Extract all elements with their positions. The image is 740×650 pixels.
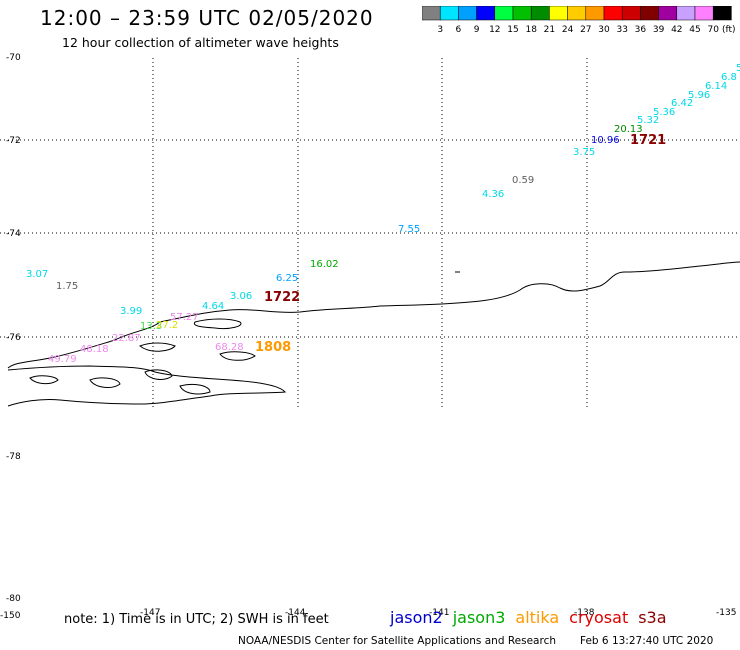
- lat-label: -74: [6, 229, 21, 239]
- wave-height-label: 4.36: [482, 189, 504, 200]
- colorbar-swatch: [476, 6, 496, 21]
- pass-time-label: 1721: [630, 133, 666, 148]
- credit-line: NOAA/NESDIS Center for Satellite Applica…: [238, 635, 556, 647]
- footnote: note: 1) Time is in UTC; 2) SWH is in fe…: [64, 612, 329, 627]
- colorbar-swatch: [640, 6, 659, 21]
- wave-height-label: 4.64: [202, 301, 224, 312]
- longitude-labels: -150 -147 -144 -141 -138 -135: [0, 608, 736, 621]
- lon-label: -135: [716, 608, 736, 618]
- colorbar-tick-label: 33: [616, 25, 627, 35]
- wave-height-label: 7.55: [398, 224, 420, 235]
- wave-height-label: 5.96: [688, 90, 710, 101]
- colorbar-swatch: [585, 6, 605, 21]
- colorbar-tick-label: 9: [474, 25, 480, 35]
- wave-height-label: 16.02: [310, 259, 339, 270]
- colorbar-tick-label: 3: [437, 25, 443, 35]
- colorbar-tick-label: 6: [456, 25, 462, 35]
- wave-height-label: 5.32: [637, 115, 659, 126]
- mission-s3a: s3a: [638, 608, 667, 627]
- colorbar-swatch: [458, 6, 477, 21]
- wave-height-label: 13.3: [140, 321, 162, 332]
- wave-height-label: 3.99: [120, 306, 142, 317]
- wave-height-label: 48.18: [80, 344, 109, 355]
- colorbar-tick-label: 70: [707, 25, 719, 35]
- colorbar-tick-label: 39: [653, 25, 665, 35]
- colorbar-swatch: [694, 6, 714, 21]
- lon-label: -150: [0, 611, 21, 621]
- mission-legend: jason2 jason3 altika cryosat s3a: [390, 608, 677, 627]
- colorbar-unit: (ft): [722, 25, 736, 35]
- latitude-labels: -70 -72 -74 -76 -78 -80: [6, 53, 21, 604]
- page-subtitle: 12 hour collection of altimeter wave hei…: [62, 35, 339, 50]
- colorbar-tick-label: 45: [689, 25, 700, 35]
- colorbar-swatch: [621, 6, 641, 21]
- wave-height-label: 6.42: [671, 98, 693, 109]
- page-title: 12:00 – 23:59 UTC 02/05/2020: [40, 6, 374, 30]
- wave-height-label: 27.2: [156, 320, 178, 331]
- colorbar-swatch: [712, 6, 732, 21]
- colorbar-tick-label: 42: [671, 25, 682, 35]
- colorbar-swatch: [549, 6, 568, 21]
- lon-label: -138: [574, 608, 595, 618]
- colorbar-swatch: [603, 6, 623, 21]
- colorbar-swatch: [658, 6, 678, 21]
- lon-label: -144: [285, 608, 306, 618]
- coastline: [7, 261, 740, 407]
- lat-label: -76: [6, 333, 21, 343]
- wave-height-label: 20.13: [614, 124, 643, 135]
- colorbar-swatch: [567, 6, 587, 21]
- colorbar-swatch: [439, 6, 459, 21]
- observation-labels: 3.07 1.75 3.99 13.3 27.2 57.27 4.64 3.06…: [26, 63, 740, 365]
- graticule: [0, 58, 740, 408]
- pass-time-label: 1808: [255, 340, 291, 355]
- wave-height-label: 49.79: [48, 354, 77, 365]
- wave-height-label: 0.59: [512, 175, 534, 186]
- mission-cryosat: cryosat: [569, 608, 629, 627]
- colorbar-tick-label: 30: [598, 25, 610, 35]
- pass-time-labels: 1722 1808 1721: [255, 133, 666, 355]
- colorbar-swatch: [422, 6, 441, 21]
- colorbar-swatch: [512, 6, 532, 21]
- colorbar-tick-label: 36: [635, 25, 647, 35]
- wave-height-label: 3.75: [573, 147, 595, 158]
- generated-timestamp: Feb 6 13:27:40 UTC 2020: [580, 635, 714, 647]
- wave-height-label: 6.25: [276, 273, 298, 284]
- wave-height-label: 5: [736, 63, 740, 74]
- wave-height-label: 6.8: [721, 72, 737, 83]
- wave-height-label: 6.14: [705, 81, 727, 92]
- mission-jason2: jason2: [390, 608, 443, 627]
- mission-jason3: jason3: [452, 608, 506, 627]
- wave-height-label: 5.36: [653, 107, 675, 118]
- lat-label: -70: [6, 53, 21, 63]
- colorbar-tick-label: 24: [562, 25, 574, 35]
- colorbar-swatch: [494, 6, 514, 21]
- wave-height-colorbar: 3 6 9 12 15 18 21 24 27 30 33 36 39 42 45 70 (ft): [422, 6, 736, 35]
- colorbar-tick-label: 27: [580, 25, 591, 35]
- colorbar-tick-label: 12: [489, 25, 500, 35]
- wave-height-label: 57.27: [170, 312, 199, 323]
- wave-height-label: 1.75: [56, 281, 78, 292]
- lon-label: -141: [429, 608, 449, 618]
- colorbar-tick-label: 21: [544, 25, 555, 35]
- pass-time-label: 1722: [264, 290, 300, 305]
- colorbar-tick-label: 15: [507, 25, 518, 35]
- lat-label: -72: [6, 136, 21, 146]
- wave-height-label: 22.87: [112, 333, 141, 344]
- wave-height-label: 3.06: [230, 291, 252, 302]
- colorbar-swatch: [530, 6, 550, 21]
- mission-altika: altika: [515, 608, 560, 627]
- wave-height-label: 10.96: [591, 135, 620, 146]
- colorbar-tick-label: 18: [525, 25, 537, 35]
- lat-label: -78: [6, 452, 21, 462]
- lat-label: -80: [6, 594, 21, 604]
- colorbar-swatch: [676, 6, 696, 21]
- wave-height-label: 68.28: [215, 342, 244, 353]
- wave-height-label: 3.07: [26, 269, 48, 280]
- lon-label: -147: [140, 608, 160, 618]
